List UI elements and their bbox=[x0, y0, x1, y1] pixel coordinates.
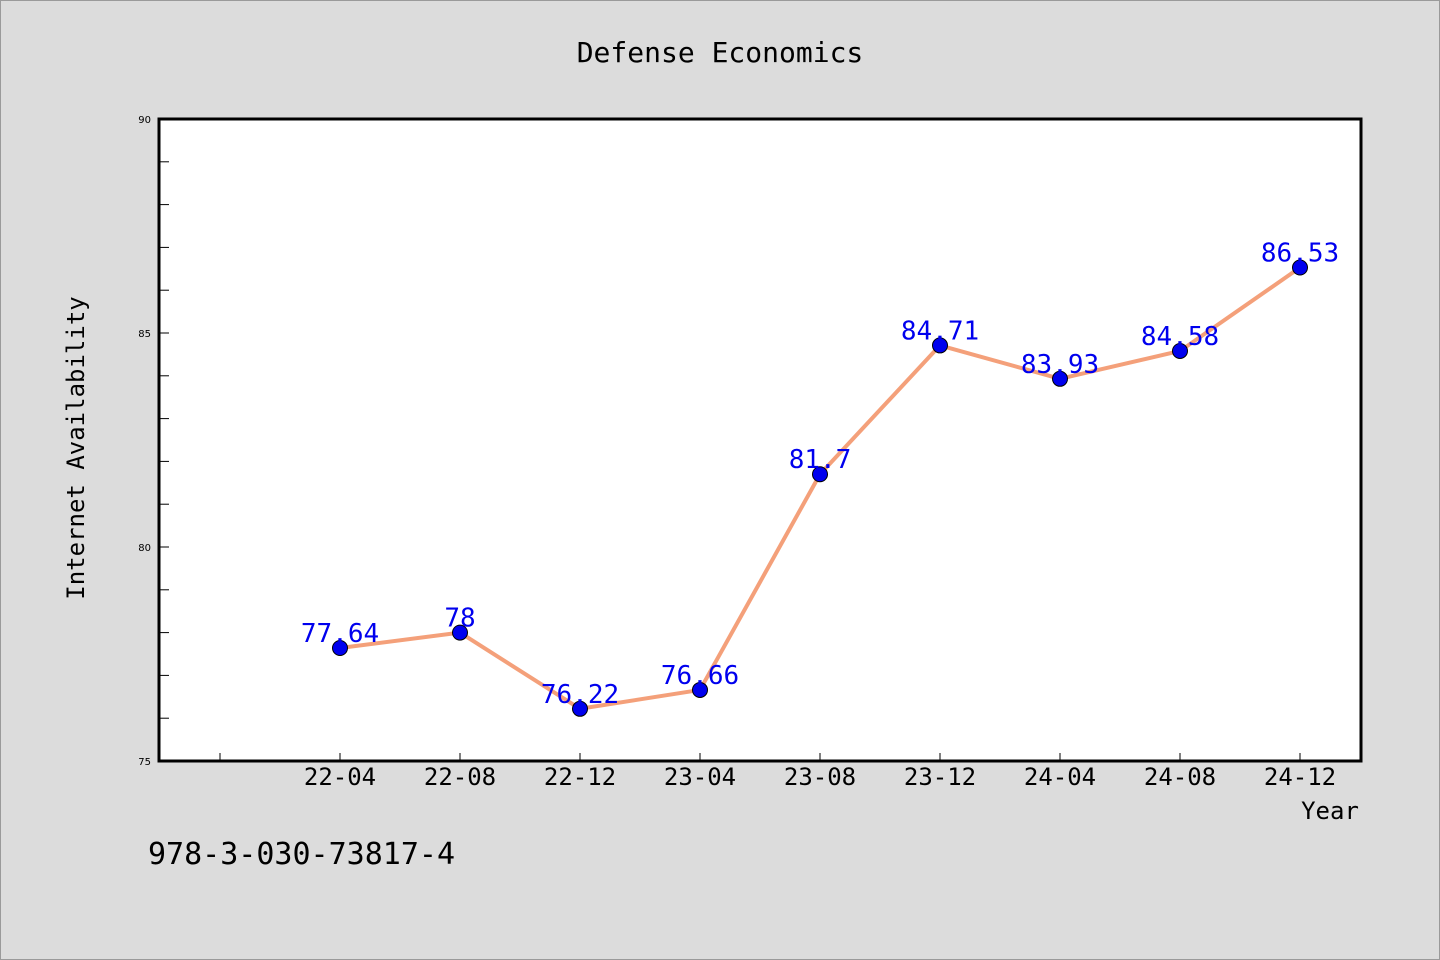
x-tick-label: 23-08 bbox=[784, 763, 856, 791]
x-axis: 22-04 22-08 22-12 23-04 23-08 23-12 24-04 24-08… bbox=[219, 753, 1336, 791]
series-line-group bbox=[332, 259, 1308, 717]
data-point bbox=[932, 337, 948, 354]
y-tick-label: 80 bbox=[138, 543, 151, 554]
y-axis-label: Internet Availability bbox=[62, 296, 90, 599]
data-point bbox=[692, 681, 708, 698]
isbn-footer: 978-3-030-73817-4 bbox=[148, 837, 455, 872]
data-label: 84.58 bbox=[1141, 322, 1219, 352]
data-point bbox=[1052, 370, 1068, 387]
data-point bbox=[332, 640, 348, 657]
x-tick-label: 23-04 bbox=[664, 763, 736, 791]
x-tick-label: 22-08 bbox=[424, 763, 496, 791]
y-tick-label: 75 bbox=[138, 757, 151, 768]
x-tick-label: 23-12 bbox=[904, 763, 976, 791]
x-tick-label: 24-12 bbox=[1264, 763, 1336, 791]
data-point bbox=[572, 700, 588, 717]
x-tick-label: 24-04 bbox=[1024, 763, 1096, 791]
data-point bbox=[1292, 259, 1308, 276]
x-tick-label: 22-12 bbox=[544, 763, 616, 791]
data-label: 81.7 bbox=[789, 445, 852, 475]
data-label: 83.93 bbox=[1021, 350, 1099, 380]
data-point bbox=[812, 466, 828, 483]
plot-area bbox=[157, 117, 1363, 763]
data-label: 86.53 bbox=[1261, 239, 1339, 269]
data-label: 84.71 bbox=[901, 316, 979, 346]
x-axis-label: Year bbox=[1301, 797, 1359, 825]
x-tick-label: 22-04 bbox=[304, 763, 376, 791]
data-label: 76.22 bbox=[541, 680, 619, 710]
data-label: 78 bbox=[444, 604, 475, 634]
data-label-group: 77.64 78 76.22 76.66 81.7 84.71 83.93 84.58 86.5… bbox=[301, 239, 1339, 710]
y-axis: 75 80 85 90 bbox=[138, 115, 169, 768]
y-tick-label: 85 bbox=[138, 329, 151, 340]
data-label: 77.64 bbox=[301, 619, 379, 649]
data-point bbox=[1172, 342, 1188, 359]
y-tick-label: 90 bbox=[138, 115, 151, 126]
x-tick-label: 24-08 bbox=[1144, 763, 1216, 791]
data-point bbox=[452, 624, 468, 641]
chart-title: Defense Economics bbox=[577, 36, 864, 69]
data-label: 76.66 bbox=[661, 661, 739, 691]
